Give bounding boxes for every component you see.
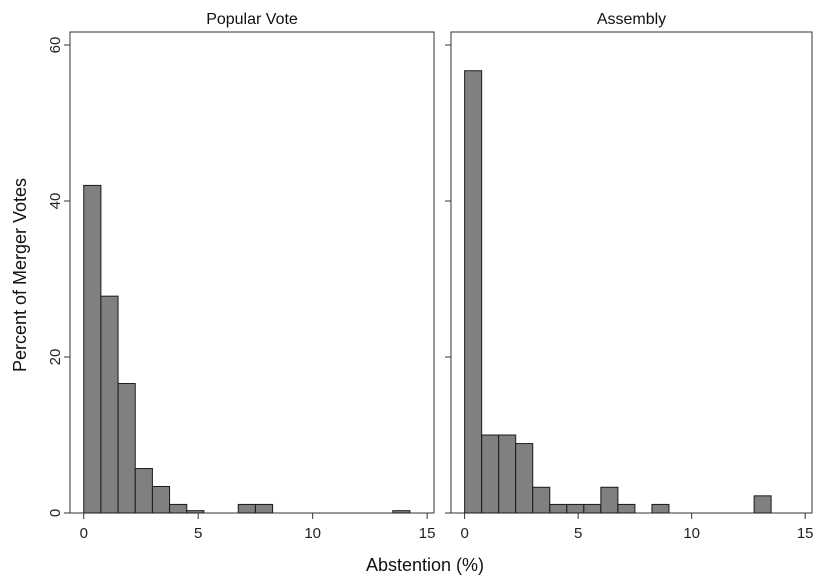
y-tick-label: 0 [47, 509, 64, 517]
histogram-bar [498, 434, 517, 514]
histogram-bar [237, 503, 256, 514]
x-tick-label: 10 [304, 525, 321, 542]
y-tick-label: 60 [47, 37, 64, 54]
histogram-bar [651, 503, 670, 514]
x-tick-label: 0 [80, 525, 88, 542]
x-tick-label: 5 [574, 525, 582, 542]
histogram-bar [83, 184, 102, 514]
histogram-bar [566, 503, 585, 514]
histogram-bar [515, 443, 534, 514]
histogram-bar [100, 295, 119, 514]
y-axis-label: Percent of Merger Votes [10, 178, 30, 372]
histogram-bar [549, 503, 568, 514]
histogram-bar [753, 495, 772, 514]
x-axis-label: Abstention (%) [366, 555, 484, 575]
histogram-bar [134, 468, 153, 514]
x-tick-label: 10 [683, 525, 700, 542]
x-tick-label: 0 [460, 525, 468, 542]
histogram-bar [464, 70, 483, 514]
histogram-bar [117, 383, 136, 514]
histogram-bar [583, 503, 602, 514]
histogram-bar [481, 434, 500, 514]
histogram-bar [186, 510, 205, 514]
histogram-bar [151, 485, 171, 514]
x-tick-label: 15 [797, 525, 814, 542]
histogram-bar [532, 486, 551, 514]
y-tick-label: 20 [47, 349, 64, 366]
histogram-bar [617, 503, 636, 514]
histogram-bar [169, 503, 188, 514]
y-tick-label: 40 [47, 193, 64, 210]
histogram-bar [600, 486, 619, 514]
x-tick-label: 15 [419, 525, 436, 542]
panel-title: Assembly [597, 11, 666, 28]
x-tick-label: 5 [194, 525, 202, 542]
histogram-bar [254, 503, 274, 514]
panels-group: Popular Vote 0 5 10 15 0 20 40 60 Assembly 0 5 10 15 [47, 11, 814, 542]
histogram-bar [392, 510, 411, 514]
panel-title: Popular Vote [206, 11, 298, 28]
